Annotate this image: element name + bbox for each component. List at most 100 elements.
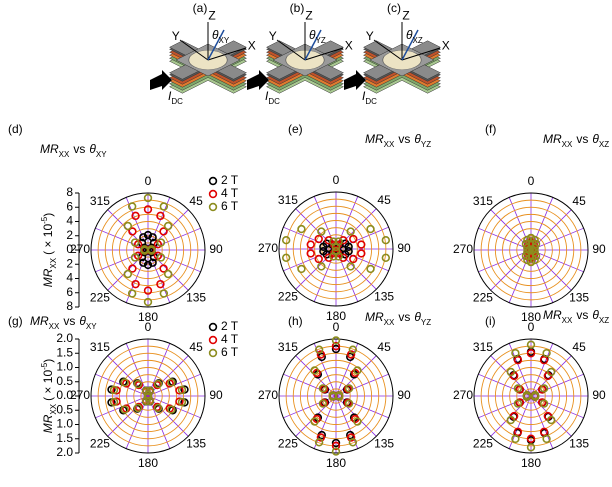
y-axis-label: MRXX( × 10-5) xyxy=(40,213,58,288)
chart-title: MRXXvsθXZ xyxy=(543,132,609,148)
data-point xyxy=(298,226,305,233)
y-tick-label: 2.0 xyxy=(56,445,73,459)
angle-tick-label: 45 xyxy=(572,194,586,208)
chart-title-part: MR xyxy=(40,142,59,156)
angle-tick-label: 270 xyxy=(453,388,473,402)
angle-tick-label: 90 xyxy=(209,388,223,402)
y-tick-label: 8 xyxy=(66,299,73,313)
angle-tick-label: 45 xyxy=(572,340,586,354)
y-axis-label-part: ) xyxy=(41,213,55,217)
axis-label: Y xyxy=(269,29,277,43)
chart-title-part: vs xyxy=(576,132,588,146)
y-tick-label: 6 xyxy=(66,285,73,299)
angle-tick-label: 45 xyxy=(189,340,203,354)
chart-title: MRXXvsθYZ xyxy=(365,310,431,326)
chart-title-part: XX xyxy=(59,150,70,159)
chart-title: MRXXvsθXY xyxy=(40,142,107,158)
chart-title: MRXXvsθYZ xyxy=(365,132,431,148)
angle-tick-label: 0 xyxy=(528,174,535,188)
y-axis-label-part: ) xyxy=(41,359,55,363)
y-axis-label-part: MR xyxy=(41,268,55,287)
angle-tick-label: 45 xyxy=(377,340,391,354)
chart-title-part: XY xyxy=(96,150,107,159)
y-tick-label: 1.0 xyxy=(56,360,73,374)
y-tick-label: 1.0 xyxy=(56,417,73,431)
panel-label: (h) xyxy=(288,314,303,328)
y-tick-label: 0.5 xyxy=(56,374,73,388)
angle-tick-label: 0 xyxy=(528,320,535,334)
chart-title-part: XX xyxy=(384,140,395,149)
angle-tick-label: 315 xyxy=(278,340,298,354)
panel-label: (a) xyxy=(193,1,208,15)
figure: (a)XYZθXYIDC(b)XYZθYZIDC(c)XYZθXZIDC(d)M… xyxy=(0,0,612,487)
y-tick-label: 0.0 xyxy=(56,388,73,402)
axis-label: X xyxy=(442,38,450,52)
chart-title-part: MR xyxy=(30,314,49,328)
angle-tick-label: 0 xyxy=(145,174,152,188)
angle-tick-label: 315 xyxy=(473,340,493,354)
data-point xyxy=(298,266,305,273)
axis-label: Z xyxy=(305,8,312,22)
legend-marker xyxy=(210,204,217,211)
chart-title-part: XX xyxy=(384,318,395,327)
angle-tick-label: 135 xyxy=(374,436,394,450)
data-point xyxy=(165,223,172,230)
y-tick-label: 4 xyxy=(66,271,73,285)
y-tick-label: 1.5 xyxy=(56,345,73,359)
angle-label: θXY xyxy=(212,28,230,44)
angle-tick-label: 135 xyxy=(569,290,589,304)
chart-title-part: XX xyxy=(562,140,573,149)
angle-tick-label: 0 xyxy=(333,320,340,334)
chart-title-part: vs xyxy=(63,314,75,328)
legend-marker xyxy=(210,350,217,357)
chart-title-part: vs xyxy=(576,308,588,322)
panel-label: (i) xyxy=(485,314,496,328)
panel-label: (c) xyxy=(387,1,401,15)
y-tick-label: 4 xyxy=(66,214,73,228)
chart-title-part: MR xyxy=(543,132,562,146)
chart-title-part: vs xyxy=(73,142,85,156)
legend-marker xyxy=(210,178,217,185)
data-point xyxy=(367,226,374,233)
angle-label-part: XZ xyxy=(413,36,423,45)
chart-title: MRXXvsθXY xyxy=(30,314,97,330)
chart-title-part: MR xyxy=(543,308,562,322)
axis-label: X xyxy=(248,38,256,52)
angle-tick-label: 315 xyxy=(90,340,110,354)
angle-label-part: XY xyxy=(219,36,230,45)
angle-tick-label: 180 xyxy=(138,456,158,470)
angle-label-part: YZ xyxy=(316,36,326,45)
axis-label: Y xyxy=(172,29,180,43)
data-point xyxy=(307,250,314,257)
chart-title-part: YZ xyxy=(421,140,431,149)
current-arrow xyxy=(247,70,269,90)
panel-label: (e) xyxy=(288,122,303,136)
angle-tick-label: 0 xyxy=(333,173,340,187)
y-axis-label-part: MR xyxy=(41,414,55,433)
angle-tick-label: 225 xyxy=(278,289,298,303)
y-tick-label: 0.5 xyxy=(56,402,73,416)
legend-marker xyxy=(210,337,217,344)
panel-label: (b) xyxy=(290,1,305,15)
angle-tick-label: 270 xyxy=(258,241,278,255)
angle-tick-label: 90 xyxy=(209,242,223,256)
angle-tick-label: 225 xyxy=(473,290,493,304)
chart-title-part: MR xyxy=(365,132,384,146)
axis-label: Z xyxy=(208,8,215,22)
angle-tick-label: 180 xyxy=(326,456,346,470)
y-tick-label: 0 xyxy=(66,242,73,256)
y-tick-label: 8 xyxy=(66,185,73,199)
y-tick-label: 2 xyxy=(66,228,73,242)
y-axis-label-part: ( × 10 xyxy=(41,224,55,255)
angle-tick-label: 315 xyxy=(278,193,298,207)
angle-tick-label: 45 xyxy=(377,193,391,207)
angle-tick-label: 135 xyxy=(186,290,206,304)
legend-label: 4 T xyxy=(221,332,239,346)
y-axis-label-part: ( × 10 xyxy=(41,370,55,401)
current-label-part: DC xyxy=(171,97,183,106)
panel-label: (f) xyxy=(485,122,496,136)
legend-label: 2 T xyxy=(221,319,239,333)
angle-tick-label: 225 xyxy=(90,290,110,304)
data-point xyxy=(358,241,365,248)
angle-tick-label: 90 xyxy=(397,388,411,402)
